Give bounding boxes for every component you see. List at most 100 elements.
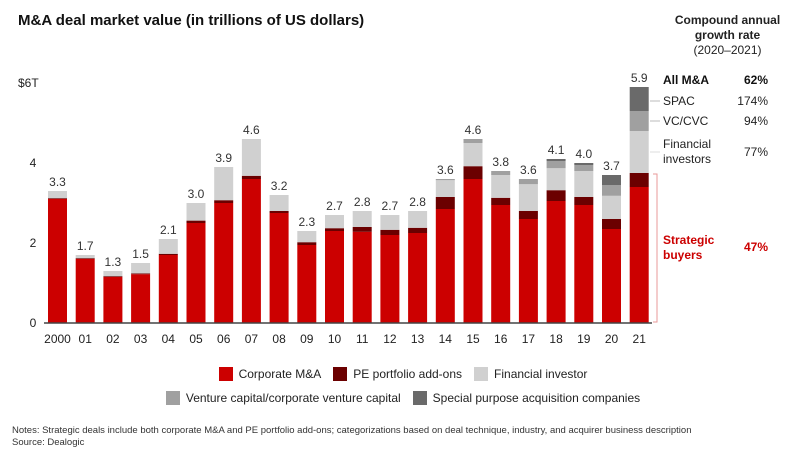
legend-swatch-financial	[474, 367, 489, 381]
x-tick-label: 09	[300, 332, 314, 346]
bar-total-label: 3.9	[215, 151, 232, 165]
bar-segment	[48, 191, 67, 199]
bar-stack	[435, 179, 455, 323]
bar-total-label: 4.1	[548, 143, 565, 157]
cagr-value-strategic: 47%	[744, 240, 768, 254]
x-tick-label: 17	[522, 332, 536, 346]
x-tick-label: 03	[134, 332, 148, 346]
bar-segment	[131, 273, 151, 275]
bar-segment	[435, 180, 455, 197]
x-tick-label: 13	[411, 332, 425, 346]
bar-stack	[602, 175, 621, 323]
cagr-label-all: All M&A	[663, 73, 709, 87]
bar-segment	[408, 211, 428, 228]
x-tick-label: 15	[466, 332, 480, 346]
bar-segment	[546, 201, 566, 323]
cagr-value-spac: 174%	[737, 94, 768, 108]
legend-item-pe: PE portfolio add-ons	[333, 367, 462, 381]
bar-segment	[352, 231, 372, 323]
x-tick-label: 19	[577, 332, 591, 346]
bar-total-label: 2.1	[160, 223, 177, 237]
bar-segment	[269, 213, 289, 323]
cagr-value-all: 62%	[744, 73, 768, 87]
bar-segment	[297, 245, 317, 323]
bar-segment	[241, 179, 261, 323]
bar-total-label: 2.3	[298, 215, 315, 229]
bar-segment	[574, 197, 594, 205]
bar-segment	[435, 179, 455, 181]
bar-stack	[380, 215, 400, 323]
x-tick-label: 10	[328, 332, 342, 346]
x-tick-label: 21	[633, 332, 647, 346]
cagr-label-spac: SPAC	[663, 94, 695, 108]
bar-stack	[186, 203, 206, 323]
bar-stack	[546, 159, 566, 323]
bar-segment	[518, 211, 538, 219]
bar-stack	[408, 211, 428, 323]
bar-segment	[269, 211, 289, 213]
bar-total-label: 2.8	[409, 195, 426, 209]
bar-segment	[131, 274, 151, 323]
bar-stack	[214, 167, 234, 323]
source-text: Source: Dealogic	[12, 437, 85, 448]
bar-segment	[629, 131, 649, 173]
bar-total-label: 3.0	[188, 187, 205, 201]
x-tick-label: 07	[245, 332, 259, 346]
y-tick-label: 4	[30, 156, 37, 170]
x-tick-label: 12	[383, 332, 397, 346]
bar-stack	[241, 139, 261, 323]
bar-segment	[491, 197, 511, 205]
x-tick-label: 20	[605, 332, 619, 346]
legend-label-spac: Special purpose acquisition companies	[432, 391, 641, 405]
bar-segment	[491, 175, 511, 198]
legend-item-spac: Special purpose acquisition companies	[412, 391, 641, 405]
bar-segment	[325, 231, 344, 323]
cagr-label-strategic-2: buyers	[663, 248, 703, 262]
bar-segment	[103, 276, 123, 277]
bar-stack	[574, 163, 594, 323]
bar-total-label: 4.6	[243, 123, 260, 137]
legend-item-corporate: Corporate M&A	[218, 367, 321, 381]
bar-segment	[602, 195, 621, 219]
bar-segment	[518, 179, 538, 185]
footnotes: Notes: Strategic deals include both corp…	[12, 425, 691, 449]
cagr-value-vc: 94%	[744, 114, 768, 128]
bar-segment	[629, 111, 649, 131]
x-tick-label: 11	[356, 332, 369, 346]
x-tick-label: 08	[272, 332, 286, 346]
bar-total-label: 5.9	[631, 71, 648, 85]
bar-segment	[491, 205, 511, 323]
y-tick-label: 0	[30, 316, 37, 330]
bar-segment	[546, 190, 566, 201]
bar-segment	[463, 139, 483, 143]
bar-segment	[602, 229, 621, 323]
bar-total-label: 2.7	[382, 199, 399, 213]
bar-stack	[297, 231, 317, 323]
cagr-annotations: All M&A 62% SPAC 174% VC/CVC 94% Financi…	[650, 73, 768, 323]
bar-segment	[214, 203, 234, 323]
y-tick-label: $6T	[18, 76, 39, 90]
bar-total-label: 3.3	[49, 175, 66, 189]
cagr-header: Compound annual growth rate (2020–2021)	[660, 13, 795, 58]
legend: Corporate M&A PE portfolio add-ons Finan…	[0, 362, 806, 410]
legend-row-2: Venture capital/corporate venture capita…	[0, 386, 806, 410]
bar-segment	[380, 215, 400, 230]
bar-total-label: 4.0	[575, 147, 592, 161]
bar-segment	[186, 223, 206, 323]
bar-segment	[158, 239, 178, 254]
cagr-label-fin-2: investors	[663, 152, 711, 166]
bar-total-label: 4.6	[465, 123, 482, 137]
bar-segment	[518, 219, 538, 323]
cagr-label-fin-1: Financial	[663, 137, 711, 151]
bar-segment	[574, 163, 594, 165]
bar-segment	[435, 197, 455, 209]
bar-segment	[435, 209, 455, 323]
bar-segment	[131, 263, 151, 274]
bar-segment	[463, 166, 483, 179]
bar-stack	[518, 179, 538, 323]
bar-segment	[574, 165, 594, 171]
bar-stack	[158, 239, 178, 323]
cagr-label-strategic-1: Strategic	[663, 233, 715, 247]
bars	[48, 87, 649, 323]
cagr-header-line3: (2020–2021)	[693, 43, 762, 57]
